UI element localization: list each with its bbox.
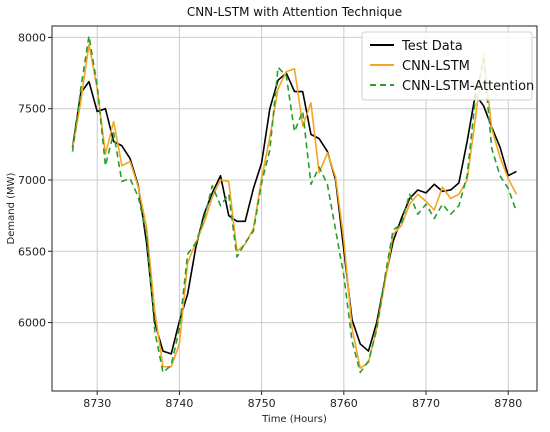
x-tick-label: 8750: [248, 397, 276, 410]
legend-label-cnn-lstm-attention: CNN-LSTM-Attention: [402, 79, 534, 94]
y-tick-label: 6000: [18, 317, 46, 330]
x-tick-label: 8760: [330, 397, 358, 410]
legend-label-cnn-lstm: CNN-LSTM: [402, 59, 470, 74]
x-tick-label: 8740: [165, 397, 193, 410]
y-axis-label: Demand (MW): [6, 172, 17, 244]
y-tick-label: 6500: [18, 245, 46, 258]
x-tick-label: 8780: [494, 397, 522, 410]
x-tick-label: 8730: [83, 397, 111, 410]
legend: Test Data CNN-LSTM CNN-LSTM-Attention: [361, 31, 534, 101]
chart-title: CNN-LSTM with Attention Technique: [187, 5, 402, 19]
series-line-test-data: [71, 72, 517, 355]
plot-area: [51, 25, 538, 392]
legend-label-test-data: Test Data: [401, 39, 463, 54]
x-axis: 8730 8740 8750 8760 8770 8780: [83, 391, 522, 410]
legend-box: [361, 31, 533, 101]
y-tick-label: 7500: [18, 103, 46, 116]
y-axis: 6000 6500 7000 7500 8000: [18, 31, 52, 330]
x-tick-label: 8770: [412, 397, 440, 410]
y-tick-label: 7000: [18, 174, 46, 187]
series-line-cnn-lstm: [71, 43, 518, 369]
x-axis-label: Time (Hours): [261, 414, 327, 425]
y-tick-label: 8000: [18, 31, 46, 44]
series-lines: [71, 35, 518, 374]
